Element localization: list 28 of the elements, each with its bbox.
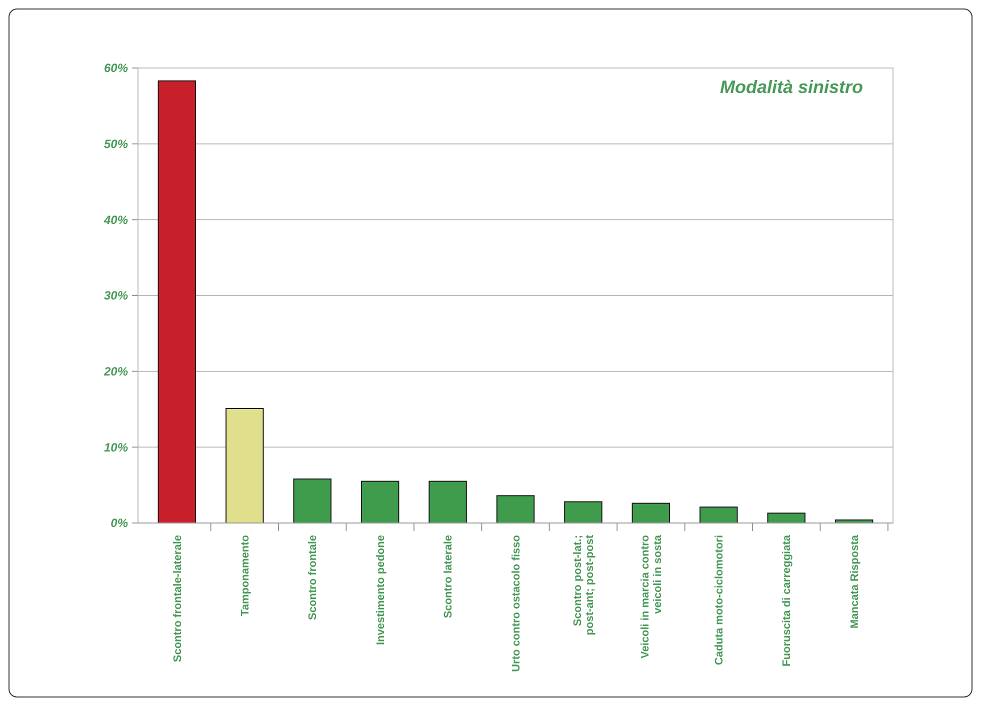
y-tick-label: 10% [104, 440, 128, 454]
x-tick-label: Caduta moto-ciclomotori [713, 535, 726, 666]
y-tick-label: 40% [102, 212, 128, 227]
bar [767, 512, 806, 524]
y-tick-label: 60% [104, 61, 128, 76]
bar [226, 408, 264, 524]
x-tick-label: Mancata Risposta [848, 534, 861, 629]
x-tick-label: Fuoruscita di carreggiata [781, 534, 794, 666]
x-tick-label: Investimento pedone [374, 535, 387, 646]
y-tick-label: 20% [102, 364, 128, 379]
bar [564, 501, 602, 524]
bar [428, 480, 467, 524]
x-tick-label: Scontro frontale [307, 535, 320, 620]
x-tick-label: Scontro post-lat.; post-ant; post-post [572, 534, 596, 636]
bar [158, 80, 196, 524]
x-tick-label: Scontro laterale [442, 535, 455, 618]
text: Modalità sinistro [720, 77, 864, 97]
bar [632, 502, 670, 524]
y-tick-label: 0% [110, 516, 128, 530]
bar [496, 495, 535, 524]
x-tick-label: Urto contro ostacolo fisso [510, 534, 522, 672]
bar [293, 478, 332, 524]
bar [360, 480, 400, 524]
x-tick-label: Scontro frontale-laterale [172, 535, 184, 662]
x-tick-label: Tamponamento [240, 534, 252, 616]
y-tick-label: 50% [104, 137, 128, 152]
bar [700, 506, 738, 524]
y-tick-label: 30% [104, 288, 128, 303]
